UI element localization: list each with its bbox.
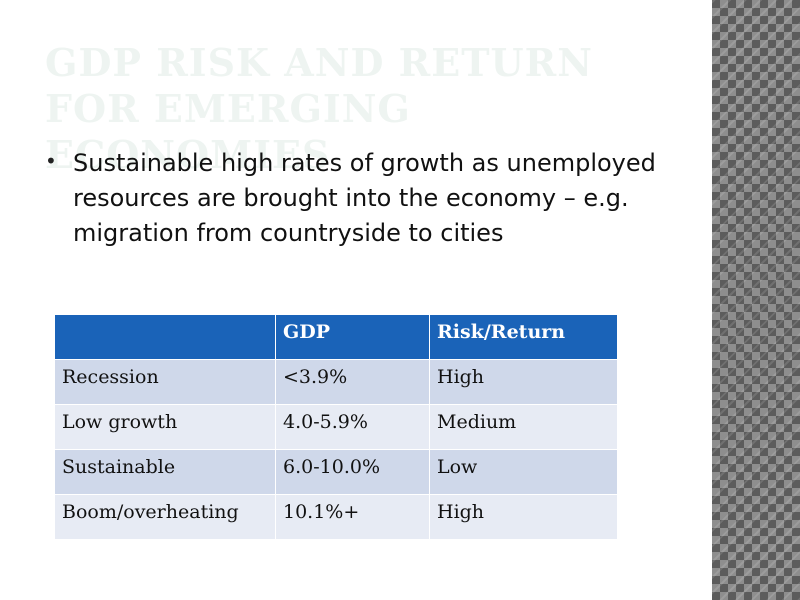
bullet-list: • Sustainable high rates of growth as un… [45, 146, 675, 251]
bullet-icon: • [45, 149, 57, 173]
table-header-cell: GDP [275, 314, 430, 360]
table-header-row: GDP Risk/Return [54, 314, 618, 360]
table-header-cell: Risk/Return [429, 314, 618, 360]
table-cell: Recession [54, 359, 276, 405]
table-cell: 6.0-10.0% [275, 449, 430, 495]
table-cell: Medium [429, 404, 618, 450]
table-row: Low growth 4.0-5.9% Medium [54, 404, 618, 450]
table-header-cell [54, 314, 276, 360]
slide-title: GDP Risk and Return for Emerging Economi… [45, 40, 593, 177]
bullet-text: Sustainable high rates of growth as unem… [73, 149, 656, 247]
table-row: Sustainable 6.0-10.0% Low [54, 449, 618, 495]
table-cell: Low [429, 449, 618, 495]
table-cell: 4.0-5.9% [275, 404, 430, 450]
table-cell: High [429, 359, 618, 405]
table-cell: <3.9% [275, 359, 430, 405]
table-row: Recession <3.9% High [54, 359, 618, 405]
table-row: Boom/overheating 10.1%+ High [54, 494, 618, 540]
table-cell: Boom/overheating [54, 494, 276, 540]
bullet-item: • Sustainable high rates of growth as un… [45, 146, 675, 251]
table-cell: Low growth [54, 404, 276, 450]
gdp-risk-table: GDP Risk/Return Recession <3.9% High Low… [54, 314, 618, 540]
table-cell: High [429, 494, 618, 540]
table-cell: 10.1%+ [275, 494, 430, 540]
decorative-pattern-strip [712, 0, 800, 600]
table-cell: Sustainable [54, 449, 276, 495]
